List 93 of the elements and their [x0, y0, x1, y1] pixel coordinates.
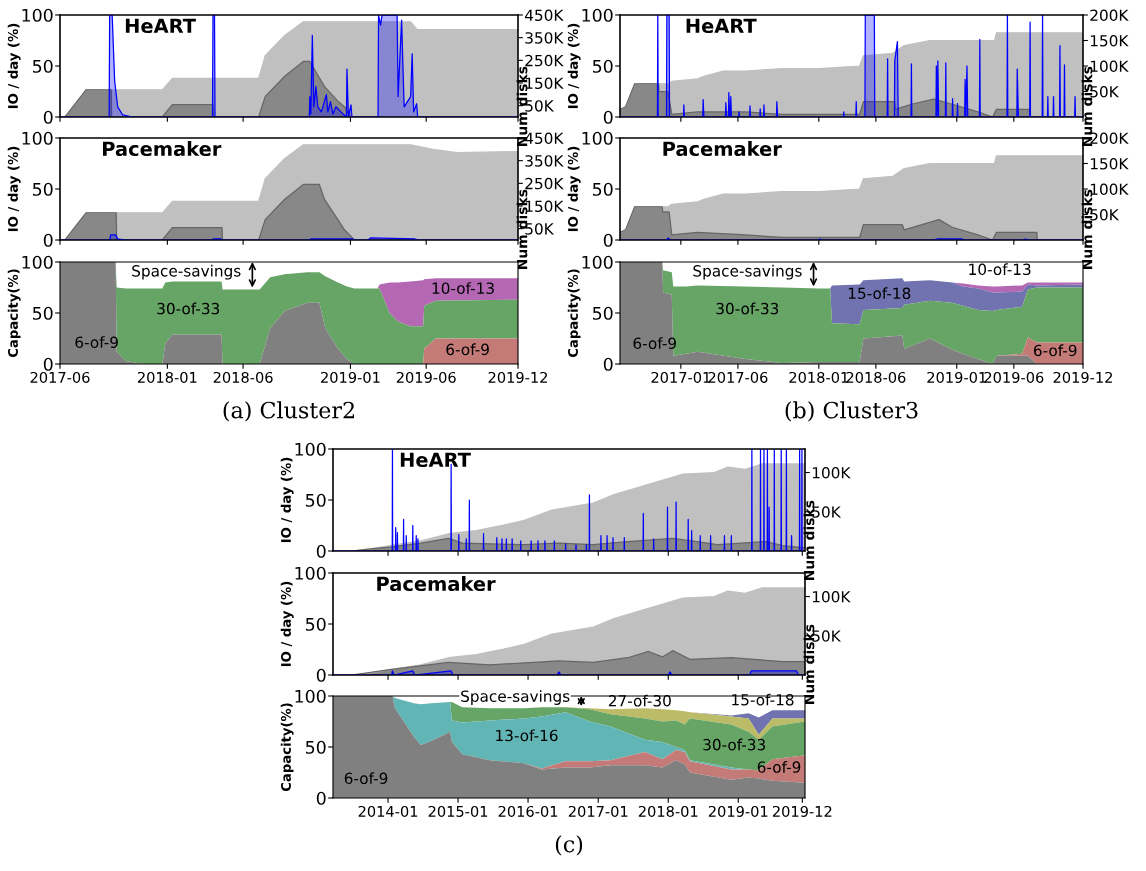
- y-tick-label: 100: [582, 255, 613, 269]
- y-tick-label: 0: [603, 357, 613, 371]
- text: (b) Cluster3: [785, 401, 918, 422]
- annotation: 6-of-9: [633, 337, 676, 350]
- y2-tick-label: 150K: [1090, 157, 1129, 170]
- annotation: 10-of-13: [969, 263, 1031, 276]
- y2-tick-label: 250K: [525, 177, 564, 190]
- y-tick-label: 0: [316, 791, 326, 805]
- y-axis-title: IO / day (%): [567, 146, 581, 232]
- x-tick-label: 2017-06: [30, 371, 90, 383]
- y-tick-label: 0: [43, 233, 53, 247]
- x-tick-label: 2018-06: [846, 371, 906, 383]
- y-tick-label: 100: [295, 442, 326, 456]
- annotation: 6-of-9: [757, 761, 801, 773]
- x-tick-label: 2019-01: [708, 805, 768, 817]
- y-tick-label: 50: [33, 59, 53, 73]
- y2-tick-label: 250K: [525, 54, 564, 67]
- y-tick-label: 100: [22, 131, 53, 145]
- y-axis-title: IO / day (%): [7, 146, 21, 232]
- x-tick-label: 2019-01: [927, 371, 986, 383]
- annotation: 6-of-9: [75, 336, 118, 349]
- y-tick-label: 100: [582, 8, 613, 22]
- annotation: 30-of-33: [703, 738, 766, 751]
- x-tick-label: 2019-01: [321, 371, 380, 383]
- y-tick-label: 100: [295, 689, 326, 703]
- x-tick-label: 2019-06: [396, 371, 456, 383]
- y-axis-title: Capacity(%): [7, 269, 21, 358]
- y-tick-label: 100: [582, 131, 613, 145]
- annotation: 10-of-13: [432, 282, 494, 294]
- y-axis-title: Capacity(%): [567, 269, 581, 358]
- y-tick-label: 0: [316, 668, 326, 682]
- annotation: 27-of-30: [608, 694, 671, 707]
- chart-title: Pacemaker: [377, 576, 496, 592]
- y-tick-label: 100: [295, 566, 326, 580]
- x-tick-label: 2016-01: [498, 805, 558, 817]
- y-axis-title: IO / day (%): [280, 581, 294, 667]
- annotation: 15-of-18: [732, 693, 794, 706]
- x-tick-label: 2019-12: [772, 805, 832, 817]
- y2-tick-label: 100K: [812, 591, 851, 603]
- y-tick-label: 50: [33, 182, 53, 196]
- x-tick-label: 2018-01: [137, 371, 197, 383]
- text: (a) Cluster2: [223, 401, 354, 422]
- x-tick-label: 2017-01: [651, 371, 710, 383]
- y2-tick-label: 350K: [525, 155, 564, 167]
- y-tick-label: 100: [22, 8, 53, 22]
- y-tick-label: 0: [43, 110, 53, 124]
- x-tick-label: 2017-01: [568, 805, 628, 817]
- annotation: 6-of-9: [344, 772, 388, 785]
- chart-title: HeART: [125, 18, 196, 34]
- y2-tick-label: 350K: [525, 32, 564, 44]
- y2-tick-label: 150K: [1090, 34, 1129, 47]
- y-tick-label: 0: [603, 110, 613, 124]
- y-tick-label: 50: [33, 306, 53, 320]
- y-tick-label: 50: [593, 59, 613, 73]
- annotation: 6-of-9: [1033, 344, 1077, 357]
- y-tick-label: 50: [306, 740, 326, 754]
- x-tick-label: 2015-01: [428, 805, 488, 817]
- y-axis-title: IO / day (%): [7, 23, 21, 109]
- annotation: 30-of-33: [716, 302, 779, 315]
- annotation: Space-savings: [132, 264, 241, 280]
- y-tick-label: 0: [603, 233, 613, 247]
- x-tick-label: 2018-01: [789, 371, 848, 383]
- x-tick-label: 2014-01: [358, 805, 418, 817]
- annotation: 15-of-18: [848, 287, 911, 300]
- chart-title: Pacemaker: [103, 141, 222, 157]
- y-axis-title: IO / day (%): [567, 23, 581, 109]
- x-tick-label: 2017-06: [708, 371, 768, 383]
- chart-title: HeART: [686, 18, 757, 34]
- x-tick-label: 2018-01: [638, 805, 698, 817]
- y-tick-label: 0: [316, 544, 326, 558]
- y2-tick-label: 100K: [812, 467, 851, 479]
- chart-title: HeART: [400, 452, 471, 468]
- y2-tick-label: 200K: [1090, 9, 1129, 22]
- chart-title: Pacemaker: [663, 141, 782, 157]
- annotation: 30-of-33: [157, 302, 220, 315]
- y-tick-label: 50: [593, 182, 613, 196]
- y-tick-label: 50: [306, 617, 326, 631]
- y2-tick-label: 450K: [525, 9, 564, 22]
- y-tick-label: 50: [593, 306, 613, 320]
- y-axis-title: Capacity(%): [280, 703, 294, 792]
- y-tick-label: 50: [306, 493, 326, 507]
- text: (c): [555, 835, 583, 856]
- x-tick-label: 2019-12: [488, 371, 548, 383]
- annotation: 13-of-16: [496, 729, 558, 742]
- x-tick-label: 2019-06: [984, 371, 1044, 383]
- annotation: Space-savings: [461, 690, 570, 705]
- annotation: 6-of-9: [446, 343, 489, 356]
- x-tick-label: 2019-12: [1053, 371, 1113, 383]
- y-tick-label: 0: [43, 357, 53, 371]
- x-tick-label: 2018-06: [213, 371, 273, 383]
- y-axis-title: IO / day (%): [280, 457, 294, 543]
- annotation: Space-savings: [693, 264, 802, 280]
- y-tick-label: 100: [22, 255, 53, 269]
